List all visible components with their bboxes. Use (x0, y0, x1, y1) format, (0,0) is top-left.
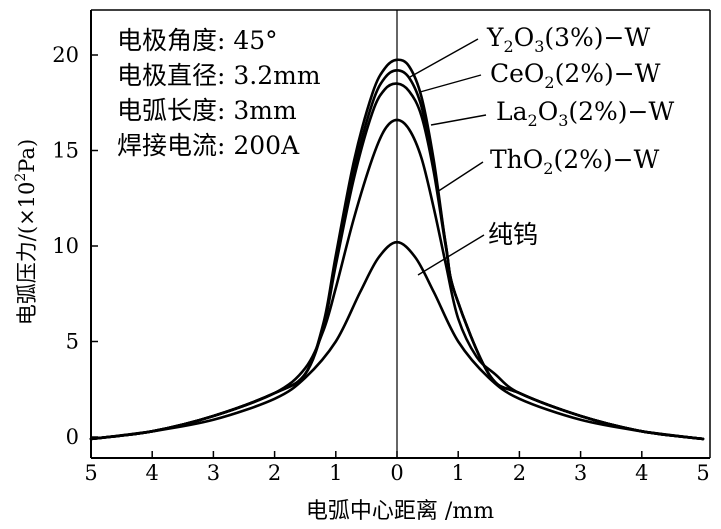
y2o3-label: Y2O3(3%)−W (486, 23, 651, 56)
x-tick-label: 3 (207, 461, 220, 485)
x-tick-label: 1 (452, 461, 465, 485)
x-tick-label: 4 (635, 461, 648, 485)
x-axis-title: 电弧中心距离 /mm (306, 499, 494, 524)
condition-text: 电极角度: 45° (117, 26, 278, 55)
leader-line (436, 161, 484, 193)
tho2-curve (89, 118, 705, 441)
y-tick-label: 15 (52, 139, 79, 163)
la2o3-label: La2O3(2%)−W (496, 97, 675, 130)
x-tick-label: 5 (84, 461, 97, 485)
la2o3-curve (89, 82, 705, 441)
pure-tungsten-label: 纯钨 (488, 220, 538, 249)
leader-line (409, 38, 479, 78)
x-tick-label: 2 (268, 461, 281, 485)
x-tick-label: 2 (513, 461, 526, 485)
y-tick-label: 5 (66, 330, 79, 354)
x-tick-label: 5 (696, 461, 709, 485)
leader-line (417, 234, 485, 276)
ceo2-label: CeO2(2%)−W (490, 59, 661, 92)
condition-text: 电弧长度: 3mm (117, 96, 297, 125)
y-axis-title: 电弧压力/(×102Pa) (13, 139, 39, 325)
x-tick-label: 3 (574, 461, 587, 485)
condition-text: 电极直径: 3.2mm (117, 61, 321, 90)
leader-line (419, 74, 482, 93)
y-tick-label: 10 (52, 234, 79, 258)
condition-text: 焊接电流: 200A (117, 131, 300, 160)
x-tick-label: 4 (146, 461, 159, 485)
x-tick-label: 1 (329, 461, 342, 485)
pure-tungsten-curve (89, 240, 705, 441)
x-tick-label: 0 (390, 461, 403, 485)
leader-line (430, 114, 487, 126)
y-tick-label: 0 (66, 425, 79, 449)
y-tick-label: 20 (52, 43, 79, 67)
tho2-label: ThO2(2%)−W (490, 145, 660, 178)
